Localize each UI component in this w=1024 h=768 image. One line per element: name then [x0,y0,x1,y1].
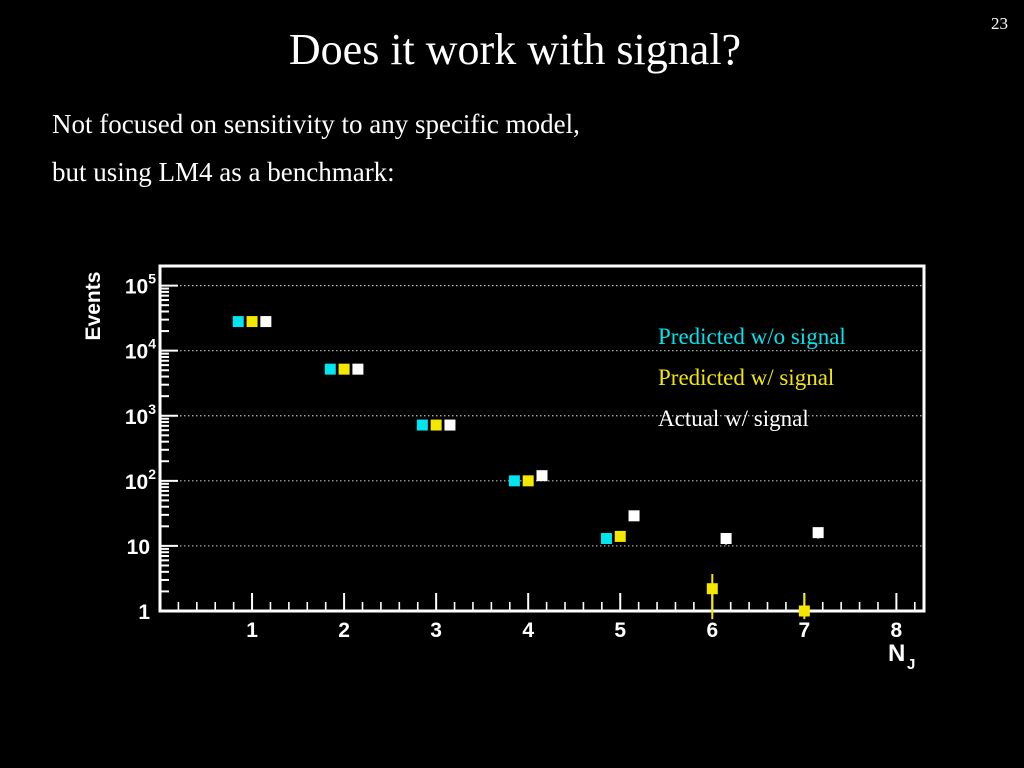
events-vs-njets-chart: 1 10 102 103 104 105 1 2 3 4 5 6 7 8 Events N J Predicted… [44,258,938,670]
legend-entry: Predicted w/ signal [658,365,834,390]
plot-frame [158,264,926,613]
body-text-line-1: Not focused on sensitivity to any specif… [52,109,580,139]
slide-number: 23 [991,14,1008,33]
x-tick-label: 4 [522,619,534,642]
data-point [720,533,732,545]
data-point [444,419,456,431]
data-point [246,316,258,328]
x-axis-label: N [888,640,905,667]
data-point [706,583,718,595]
y-tick-label: 103 [125,401,156,429]
data-point [628,510,640,522]
y-axis-label: Events [82,272,105,341]
data-point [416,419,428,431]
data-point [522,475,534,487]
data-point [536,470,548,482]
data-point [798,605,810,617]
data-point [232,316,244,328]
data-point [614,530,626,542]
x-tick-label: 3 [430,619,442,642]
chart-background [44,258,938,670]
data-point [352,363,364,375]
y-tick-label: 104 [125,336,156,364]
slide-title: Does it work with signal? [288,25,742,74]
legend-entry: Predicted w/o signal [658,324,846,349]
data-point [260,316,272,328]
data-point [324,363,336,375]
x-tick-label: 8 [891,619,903,642]
y-tick-label: 102 [125,466,156,494]
y-tick-label: 1 [138,601,150,624]
y-tick-label: 10 [127,536,150,559]
data-point [338,363,350,375]
body-text-line-2: but using LM4 as a benchmark: [52,157,395,187]
x-tick-label: 7 [798,619,810,642]
x-axis-label-subscript: J [907,656,915,670]
data-point [430,419,442,431]
data-point [508,475,520,487]
x-tick-label: 5 [614,619,626,642]
x-tick-label: 1 [246,619,258,642]
data-point [812,527,824,539]
legend-entry: Actual w/ signal [658,406,809,431]
chart-container: 1 10 102 103 104 105 1 2 3 4 5 6 7 8 Events N J Predicted… [44,258,938,670]
x-tick-label: 2 [338,619,350,642]
data-point [600,533,612,545]
y-tick-label: 105 [125,271,156,299]
x-tick-label: 6 [706,619,718,642]
